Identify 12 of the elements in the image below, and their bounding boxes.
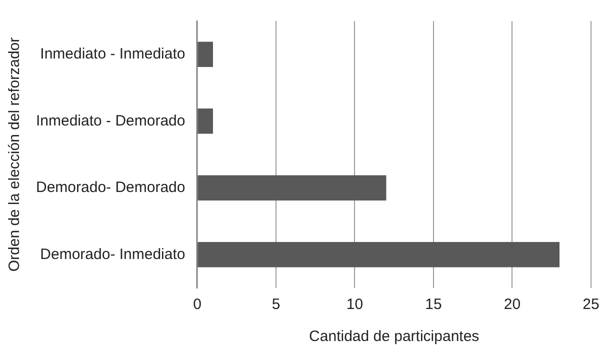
x-tick-label: 0 bbox=[193, 296, 202, 314]
x-tick-label: 20 bbox=[504, 296, 521, 314]
x-tick-label: 15 bbox=[425, 296, 442, 314]
x-tick-label: 10 bbox=[346, 296, 364, 314]
y-axis-title: Orden de la elección del reforzador bbox=[6, 37, 24, 272]
x-tick-label: 25 bbox=[582, 296, 600, 314]
x-tick-label: 5 bbox=[272, 296, 280, 314]
x-axis-title: Cantidad de participantes bbox=[309, 328, 480, 346]
y-tick-label: Inmediato - Demorado bbox=[36, 112, 186, 130]
y-tick-label: Inmediato - Inmediato bbox=[40, 46, 186, 63]
y-tick-label: Demorado- Inmediato bbox=[40, 246, 186, 263]
y-tick-label: Demorado- Demorado bbox=[36, 179, 186, 196]
